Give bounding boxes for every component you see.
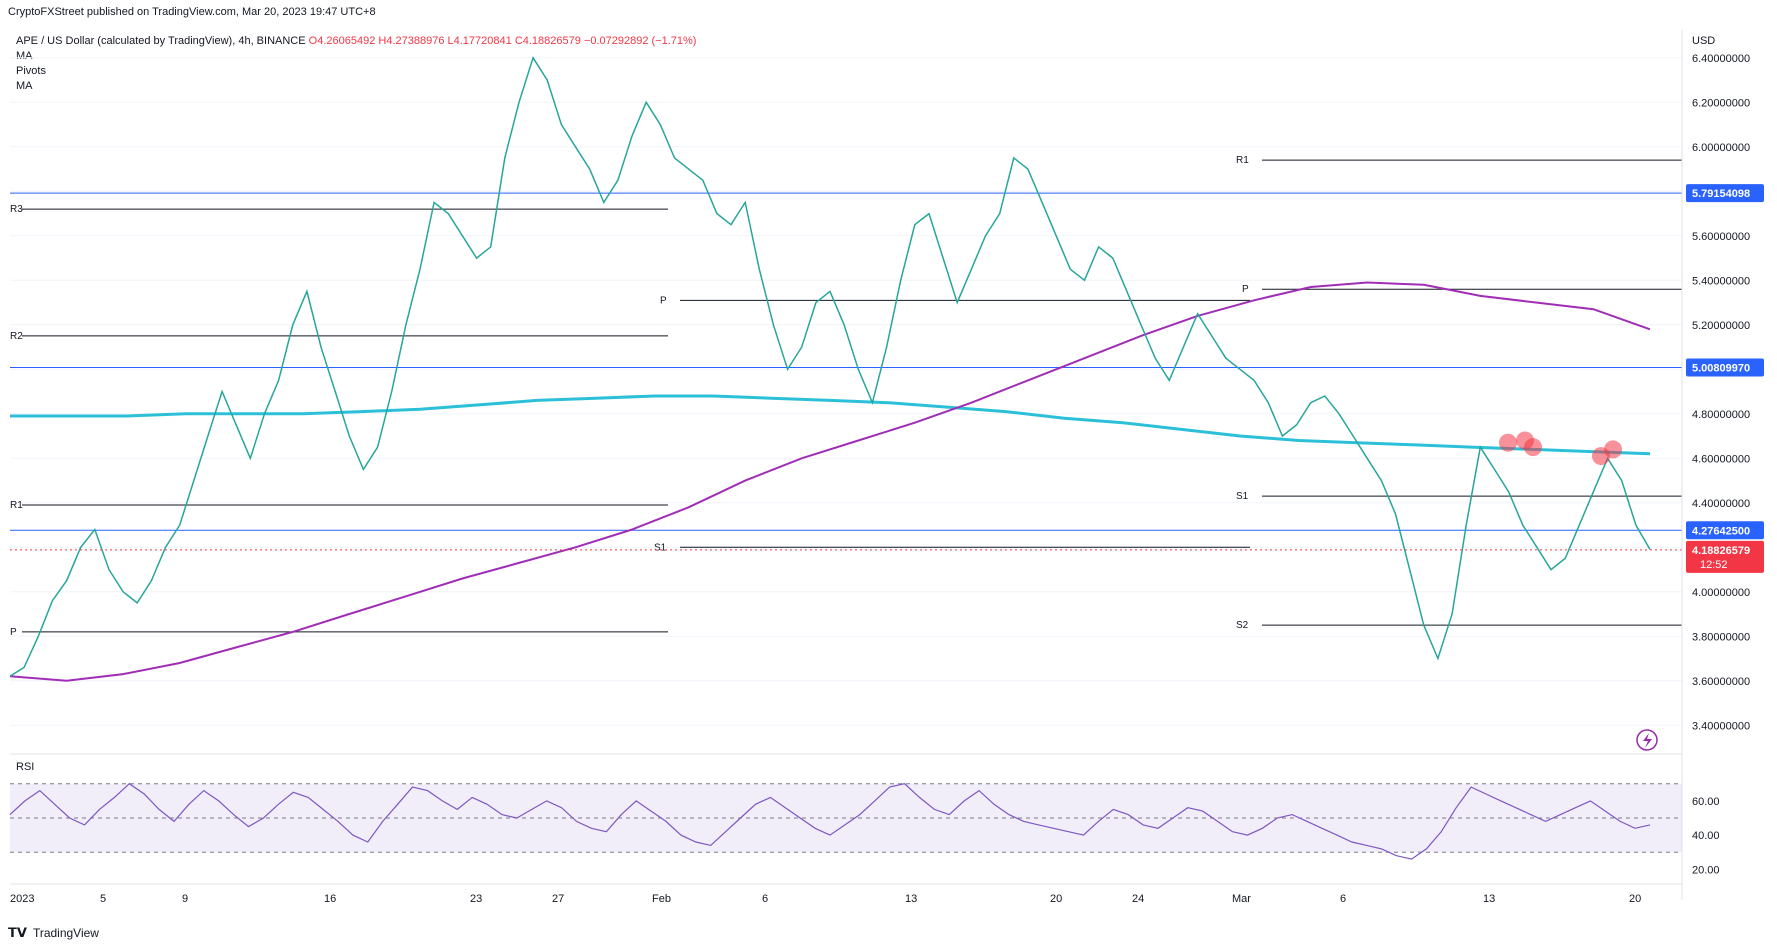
price-tick-label: 6.00000000 (1692, 142, 1750, 154)
ma-short-line (9, 281, 1651, 682)
pivot-label: P (1242, 284, 1249, 295)
tradingview-logo-icon: 𝗧𝗩 (8, 925, 27, 940)
price-tick-label: 5.60000000 (1692, 231, 1750, 243)
time-tick-label: 13 (1483, 893, 1495, 905)
chart-legend: APE / US Dollar (calculated by TradingVi… (16, 34, 696, 94)
pivot-label: S2 (1236, 620, 1249, 631)
price-tick-label: 3.80000000 (1692, 631, 1750, 643)
time-tick-label: 23 (470, 893, 482, 905)
price-tick-label: 3.60000000 (1692, 676, 1750, 688)
price-tick-label: 4.80000000 (1692, 409, 1750, 421)
rsi-pane: RSI 60.00 40.00 20.00 (9, 753, 1720, 876)
lightning-icon[interactable] (1636, 729, 1658, 751)
price-tick-label: 5.40000000 (1692, 275, 1750, 287)
pivot-label: R1 (10, 500, 23, 511)
price-axis: 6.400000006.200000006.000000005.80000000… (1681, 30, 1750, 900)
time-tick-label: 5 (100, 893, 106, 905)
pivot-label: R3 (10, 204, 23, 215)
countdown-label: 12:52 (1700, 559, 1728, 571)
brand-label: TradingView (32, 926, 99, 940)
indicator-pivots[interactable]: Pivots (16, 65, 46, 77)
time-tick-label: 2023 (10, 893, 34, 905)
symbol-name: APE / US Dollar (calculated by TradingVi… (16, 35, 306, 47)
pivot-label: R1 (1236, 155, 1249, 166)
time-tick-label: 27 (552, 893, 564, 905)
horizontal-levels (10, 192, 1682, 531)
price-tags: 5.79154098 5.00809970 4.27642500 4.18826579… (1686, 184, 1764, 573)
ohlc-low: L4.17720841 (447, 35, 512, 47)
rsi-tick-label: 20.00 (1692, 864, 1720, 876)
pivot-label: P (10, 627, 17, 638)
ohlc-high: H4.27388976 (378, 35, 445, 47)
pivot-label: P (660, 295, 667, 306)
time-axis: 2023 5 9 16 23 27 Feb 6 13 20 24 Mar 6 13 20 (10, 883, 1682, 905)
pivot-levels: R3 R2 R1 P P S1 R1 P S1 S2 (10, 155, 1682, 638)
price-tick-label: 4.00000000 (1692, 587, 1750, 599)
symbol-line: APE / US Dollar (calculated by TradingVi… (16, 34, 696, 49)
resistance-markers (1499, 431, 1622, 466)
price-tick-label: 3.40000000 (1692, 720, 1750, 732)
price-change: −0.07292892 (−1.71%) (583, 35, 697, 47)
price-tick-label: 5.20000000 (1692, 320, 1750, 332)
current-price-tag: 4.18826579 (1692, 545, 1750, 557)
resistance-marker (1499, 433, 1517, 452)
price-tick-label: 4.60000000 (1692, 453, 1750, 465)
price-tag-label: 5.79154098 (1692, 188, 1750, 200)
indicator-ma-2[interactable]: MA (16, 80, 33, 92)
pivot-label: S1 (654, 542, 667, 553)
time-tick-label: 6 (762, 893, 768, 905)
time-tick-label: 24 (1132, 893, 1144, 905)
price-tag-bg (1686, 358, 1764, 377)
rsi-line (9, 782, 1651, 860)
rsi-tick-label: 60.00 (1692, 796, 1720, 808)
price-tag-label: 4.27642500 (1692, 525, 1750, 537)
resistance-marker (1604, 440, 1622, 459)
rsi-tick-label: 40.00 (1692, 830, 1720, 842)
price-tag-bg (1686, 184, 1764, 203)
time-tick-label: 6 (1340, 893, 1346, 905)
resistance-marker (1524, 438, 1542, 457)
ohlc-open: O4.26065492 (308, 35, 376, 47)
price-tag-label: 5.00809970 (1692, 362, 1750, 374)
price-tick-label: 4.40000000 (1692, 498, 1750, 510)
pivot-label: R2 (10, 331, 23, 342)
time-tick-label: 20 (1050, 893, 1062, 905)
current-price-tag-bg (1686, 540, 1764, 573)
tradingview-footer[interactable]: 𝗧𝗩 TradingView (8, 925, 99, 941)
time-tick-label: 20 (1629, 893, 1641, 905)
publisher-line: CryptoFXStreet published on TradingView.… (8, 6, 376, 18)
chart-grid (10, 57, 1682, 726)
time-tick-label: Mar (1232, 893, 1251, 905)
ohlc-close: C4.18826579 (514, 35, 581, 47)
pivot-label: S1 (1236, 491, 1249, 502)
price-tick-label: 6.40000000 (1692, 53, 1750, 65)
currency-label: USD (1692, 35, 1715, 47)
ma-long-line (10, 394, 1651, 456)
price-tick-label: 6.20000000 (1692, 97, 1750, 109)
indicator-ma-1[interactable]: MA (16, 50, 33, 62)
time-tick-label: 9 (182, 893, 188, 905)
price-line (9, 56, 1651, 677)
time-tick-label: 16 (324, 893, 336, 905)
rsi-label: RSI (16, 761, 34, 773)
price-tag-bg (1686, 521, 1764, 540)
time-tick-label: Feb (652, 893, 671, 905)
time-tick-label: 13 (905, 893, 917, 905)
